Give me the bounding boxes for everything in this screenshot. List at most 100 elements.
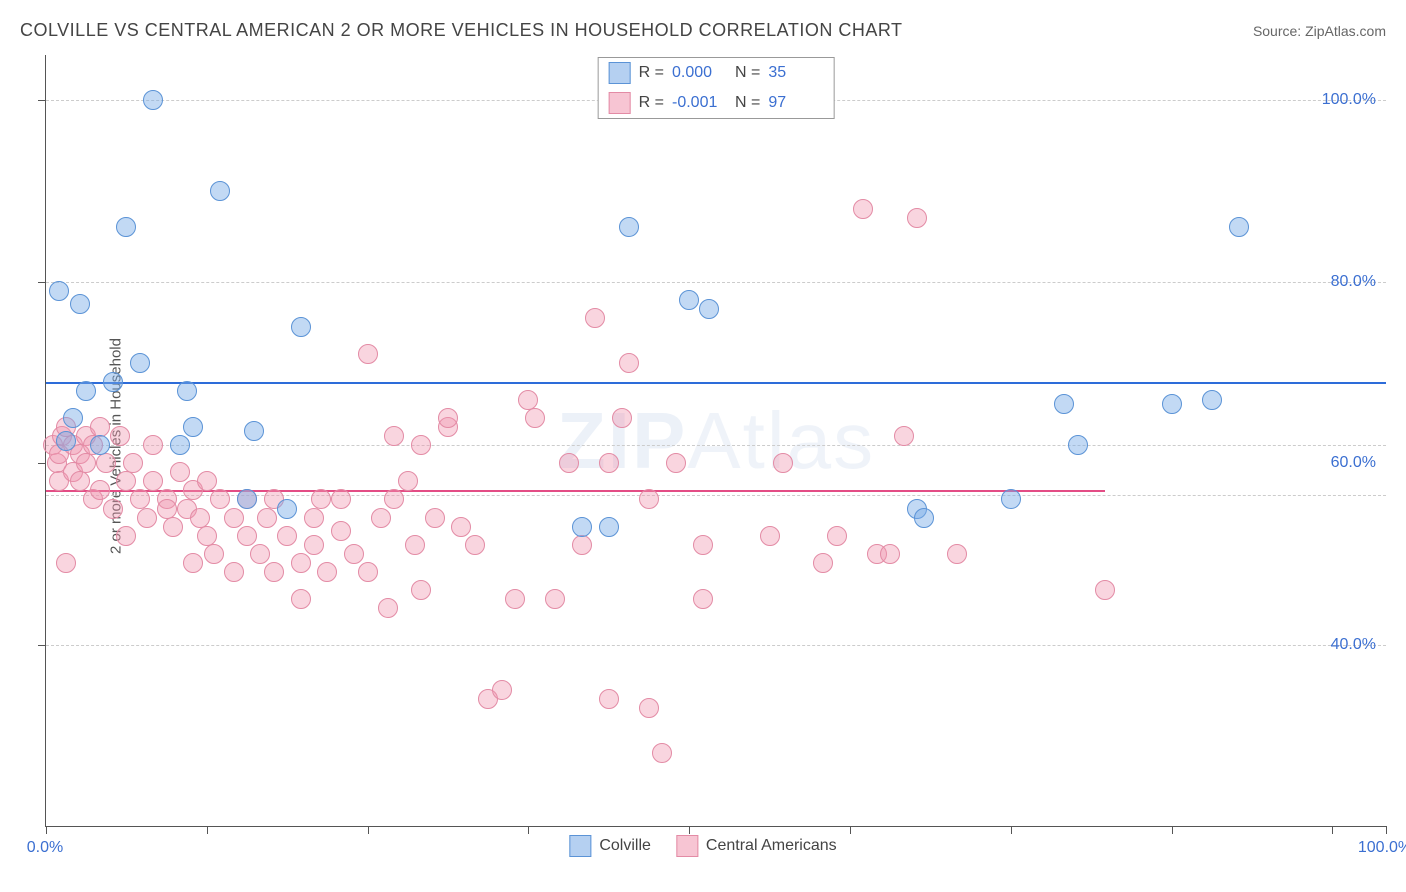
scatter-point xyxy=(63,408,83,428)
scatter-point xyxy=(56,431,76,451)
scatter-point xyxy=(76,381,96,401)
scatter-point xyxy=(585,308,605,328)
y-tick-label: 80.0% xyxy=(1331,273,1376,291)
scatter-point xyxy=(612,408,632,428)
scatter-point xyxy=(157,499,177,519)
scatter-point xyxy=(70,471,90,491)
scatter-point xyxy=(103,372,123,392)
legend-item: Colville xyxy=(569,835,651,857)
y-tick-label: 100.0% xyxy=(1322,91,1376,109)
scatter-point xyxy=(907,208,927,228)
y-tick xyxy=(38,282,46,283)
scatter-point xyxy=(639,698,659,718)
legend-bottom: Colville Central Americans xyxy=(569,835,836,857)
scatter-point xyxy=(505,589,525,609)
scatter-point xyxy=(130,353,150,373)
legend-stats-box: R = 0.000 N = 35 R = -0.001 N = 97 xyxy=(598,57,835,119)
scatter-point xyxy=(197,526,217,546)
scatter-point xyxy=(204,544,224,564)
scatter-point xyxy=(311,489,331,509)
scatter-point xyxy=(331,521,351,541)
scatter-point xyxy=(451,517,471,537)
scatter-point xyxy=(90,417,110,437)
scatter-point xyxy=(317,562,337,582)
legend-r-value: -0.001 xyxy=(672,94,727,112)
legend-r-value: 0.000 xyxy=(672,64,727,82)
scatter-point xyxy=(619,217,639,237)
scatter-point xyxy=(237,489,257,509)
scatter-point xyxy=(525,408,545,428)
scatter-point xyxy=(116,217,136,237)
scatter-point xyxy=(773,453,793,473)
legend-label: Central Americans xyxy=(706,837,837,855)
scatter-point xyxy=(411,435,431,455)
x-tick xyxy=(1172,826,1173,834)
scatter-point xyxy=(304,508,324,528)
scatter-point xyxy=(224,508,244,528)
scatter-point xyxy=(304,535,324,555)
scatter-point xyxy=(619,353,639,373)
scatter-point xyxy=(190,508,210,528)
scatter-point xyxy=(291,553,311,573)
legend-n-value: 35 xyxy=(768,64,823,82)
x-tick xyxy=(689,826,690,834)
scatter-point xyxy=(411,580,431,600)
scatter-point xyxy=(545,589,565,609)
scatter-point xyxy=(250,544,270,564)
legend-r-label: R = xyxy=(639,94,664,112)
scatter-point xyxy=(170,462,190,482)
gridline xyxy=(46,282,1386,283)
scatter-point xyxy=(291,317,311,337)
scatter-point xyxy=(639,489,659,509)
gridline xyxy=(46,645,1386,646)
scatter-point xyxy=(465,535,485,555)
x-tick xyxy=(528,826,529,834)
scatter-point xyxy=(599,689,619,709)
x-tick xyxy=(1386,826,1387,834)
scatter-point xyxy=(163,517,183,537)
scatter-point xyxy=(384,426,404,446)
scatter-point xyxy=(1001,489,1021,509)
scatter-point xyxy=(1095,580,1115,600)
scatter-point xyxy=(693,535,713,555)
scatter-point xyxy=(264,562,284,582)
y-tick-label: 40.0% xyxy=(1331,636,1376,654)
scatter-point xyxy=(170,435,190,455)
scatter-point xyxy=(1054,394,1074,414)
scatter-point xyxy=(210,181,230,201)
scatter-point xyxy=(679,290,699,310)
x-tick xyxy=(368,826,369,834)
scatter-point xyxy=(116,526,136,546)
legend-stats-row: R = 0.000 N = 35 xyxy=(599,58,834,88)
scatter-point xyxy=(90,435,110,455)
chart-source: Source: ZipAtlas.com xyxy=(1253,23,1386,39)
scatter-point xyxy=(96,453,116,473)
scatter-point xyxy=(559,453,579,473)
legend-label: Colville xyxy=(599,837,651,855)
chart-title: COLVILLE VS CENTRAL AMERICAN 2 OR MORE V… xyxy=(20,20,903,41)
scatter-point xyxy=(76,453,96,473)
legend-swatch xyxy=(569,835,591,857)
x-tick-label: 0.0% xyxy=(27,839,63,857)
x-tick xyxy=(207,826,208,834)
scatter-point xyxy=(197,471,217,491)
scatter-point xyxy=(130,489,150,509)
scatter-point xyxy=(116,471,136,491)
scatter-point xyxy=(894,426,914,446)
scatter-point xyxy=(813,553,833,573)
chart-header: COLVILLE VS CENTRAL AMERICAN 2 OR MORE V… xyxy=(20,20,1386,41)
scatter-point xyxy=(693,589,713,609)
scatter-point xyxy=(1068,435,1088,455)
watermark: ZIPAtlas xyxy=(557,395,875,487)
scatter-point xyxy=(1202,390,1222,410)
scatter-point xyxy=(384,489,404,509)
scatter-point xyxy=(652,743,672,763)
legend-stats-row: R = -0.001 N = 97 xyxy=(599,88,834,118)
scatter-point xyxy=(56,553,76,573)
legend-r-label: R = xyxy=(639,64,664,82)
scatter-point xyxy=(210,489,230,509)
scatter-point xyxy=(183,553,203,573)
scatter-point xyxy=(405,535,425,555)
scatter-point xyxy=(518,390,538,410)
x-tick xyxy=(1011,826,1012,834)
